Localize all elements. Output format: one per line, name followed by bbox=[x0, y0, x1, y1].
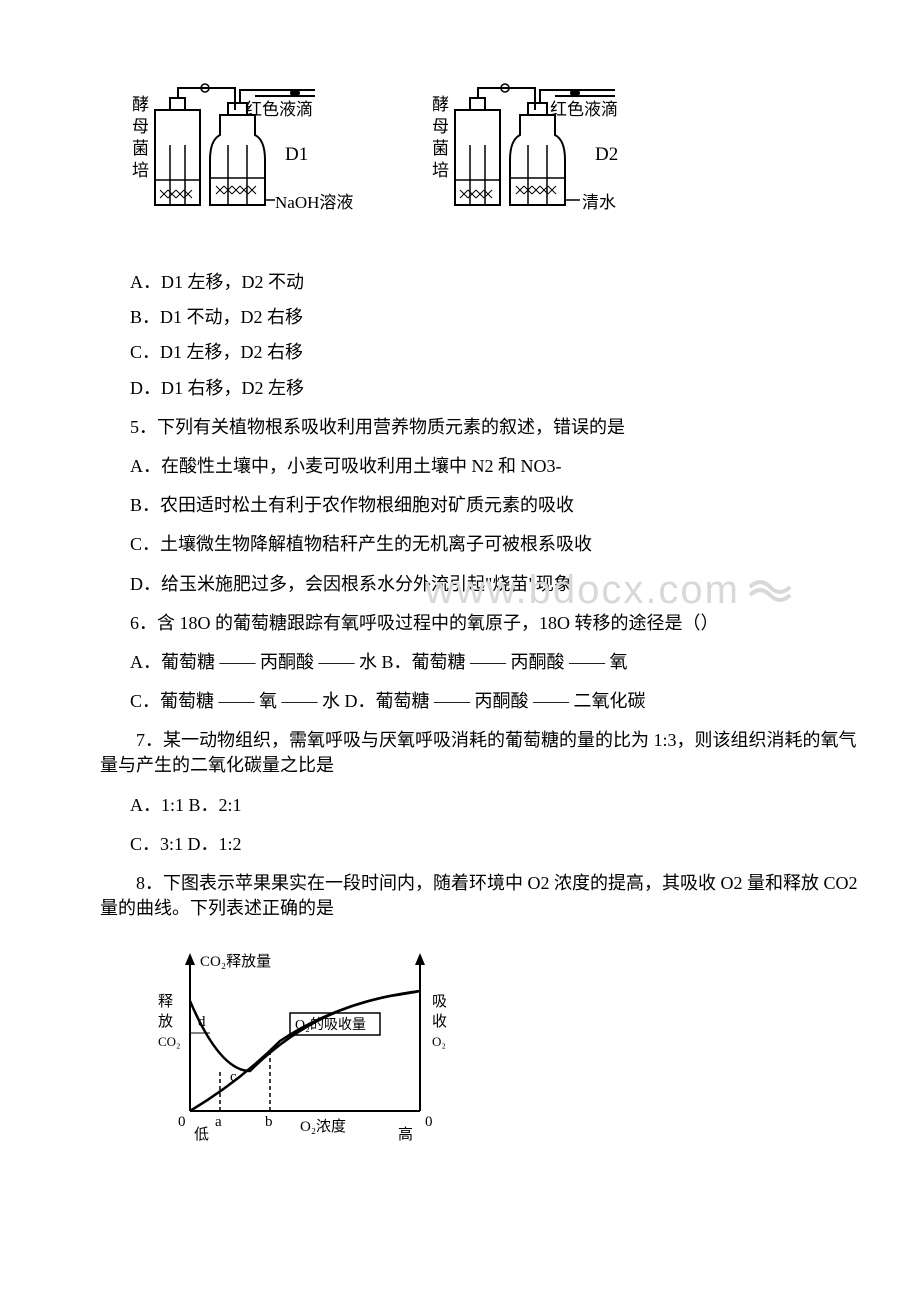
chart-y-left-char: 放 bbox=[158, 1013, 173, 1030]
q4-option-b: B．D1 不动，D2 右移 bbox=[130, 305, 860, 330]
drop-label: 红色液滴 bbox=[550, 100, 618, 119]
apparatus-figures: 酵 母 菌 培 bbox=[120, 60, 860, 240]
q8-chart: d c 0 0 a b 低 O₂浓度 高 CO₂释放量 O₂的吸收量 释 放 C… bbox=[140, 941, 860, 1148]
drop-label: 红色液滴 bbox=[245, 100, 313, 119]
q7-options-1: A．1:1 B．2:1 bbox=[130, 793, 860, 818]
q4-option-a: A．D1 左移，D2 不动 bbox=[130, 270, 860, 295]
solution-label: 清水 bbox=[582, 193, 616, 212]
q4-option-d: D．D1 右移，D2 左移 bbox=[130, 376, 860, 401]
bottle-label-d1: D1 bbox=[285, 144, 308, 165]
q5-stem: 5．下列有关植物根系吸收利用营养物质元素的叙述，错误的是 bbox=[130, 415, 860, 440]
chart-y-left-char: 释 bbox=[158, 993, 173, 1010]
chart-origin-right: 0 bbox=[425, 1114, 433, 1130]
chart-x-left: 低 bbox=[194, 1126, 209, 1141]
chart-y-right-char: 吸 bbox=[432, 994, 447, 1010]
chart-point-c: c bbox=[230, 1069, 237, 1085]
q6-stem: 6．含 18O 的葡萄糖跟踪有氧呼吸过程中的氧原子，18O 转移的途径是（） bbox=[130, 611, 860, 636]
chart-tick-b: b bbox=[265, 1114, 273, 1130]
q5-option-b: B．农田适时松土有利于农作物根细胞对矿质元素的吸收 bbox=[130, 493, 860, 518]
chart-curve-label: O₂的吸收量 bbox=[295, 1017, 366, 1033]
q5-option-c: C．土壤微生物降解植物秸秆产生的无机离子可被根系吸收 bbox=[130, 532, 860, 557]
q8-stem: 8．下图表示苹果果实在一段时间内，随着环境中 O2 浓度的提高，其吸收 O2 量… bbox=[100, 871, 860, 921]
solution-label: NaOH溶液 bbox=[275, 193, 353, 212]
watermark-row: www.bdocx.com D．给玉米施肥过多，会因根系水分外流引起"烧苗"现象 bbox=[100, 572, 860, 597]
chart-origin-left: 0 bbox=[178, 1114, 186, 1130]
left-label-char: 母 bbox=[132, 117, 149, 136]
q5-option-d: D．给玉米施肥过多，会因根系水分外流引起"烧苗"现象 bbox=[130, 572, 860, 597]
q6-options-2: C．葡萄糖 —— 氧 —— 水 D．葡萄糖 —— 丙酮酸 —— 二氧化碳 bbox=[130, 689, 860, 714]
left-label-char: 母 bbox=[432, 117, 449, 136]
q4-option-c: C．D1 左移，D2 右移 bbox=[130, 340, 860, 365]
chart-tick-a: a bbox=[215, 1114, 222, 1130]
chart-x-label: O₂浓度 bbox=[300, 1118, 346, 1135]
bottle-label-d2: D2 bbox=[595, 144, 618, 165]
chart-y-left-char: CO₂ bbox=[158, 1034, 181, 1049]
left-label-char: 菌 bbox=[132, 139, 149, 158]
chart-point-d: d bbox=[198, 1014, 206, 1030]
left-label-char: 酵 bbox=[432, 95, 449, 114]
left-label-char: 酵 bbox=[132, 95, 149, 114]
apparatus-d1: 酵 母 菌 培 bbox=[120, 60, 380, 240]
q5-option-a: A．在酸性土壤中，小麦可吸收利用土壤中 N2 和 NO3- bbox=[130, 454, 860, 479]
left-label-char: 培 bbox=[432, 161, 449, 180]
apparatus-d2: 酵 母 菌 培 bbox=[420, 60, 670, 240]
q7-options-2: C．3:1 D．1:2 bbox=[130, 832, 860, 857]
q7-stem: 7．某一动物组织，需氧呼吸与厌氧呼吸消耗的葡萄糖的量的比为 1:3，则该组织消耗… bbox=[100, 728, 860, 778]
q6-options-1: A．葡萄糖 —— 丙酮酸 —— 水 B．葡萄糖 —— 丙酮酸 —— 氧 bbox=[130, 650, 860, 675]
chart-y-top-label: CO₂释放量 bbox=[200, 953, 271, 970]
left-label-char: 菌 bbox=[432, 139, 449, 158]
chart-y-right-char: 收 bbox=[432, 1013, 447, 1030]
chart-x-right: 高 bbox=[398, 1126, 413, 1141]
chart-y-right-char: O₂ bbox=[432, 1034, 446, 1049]
left-label-char: 培 bbox=[132, 161, 149, 180]
